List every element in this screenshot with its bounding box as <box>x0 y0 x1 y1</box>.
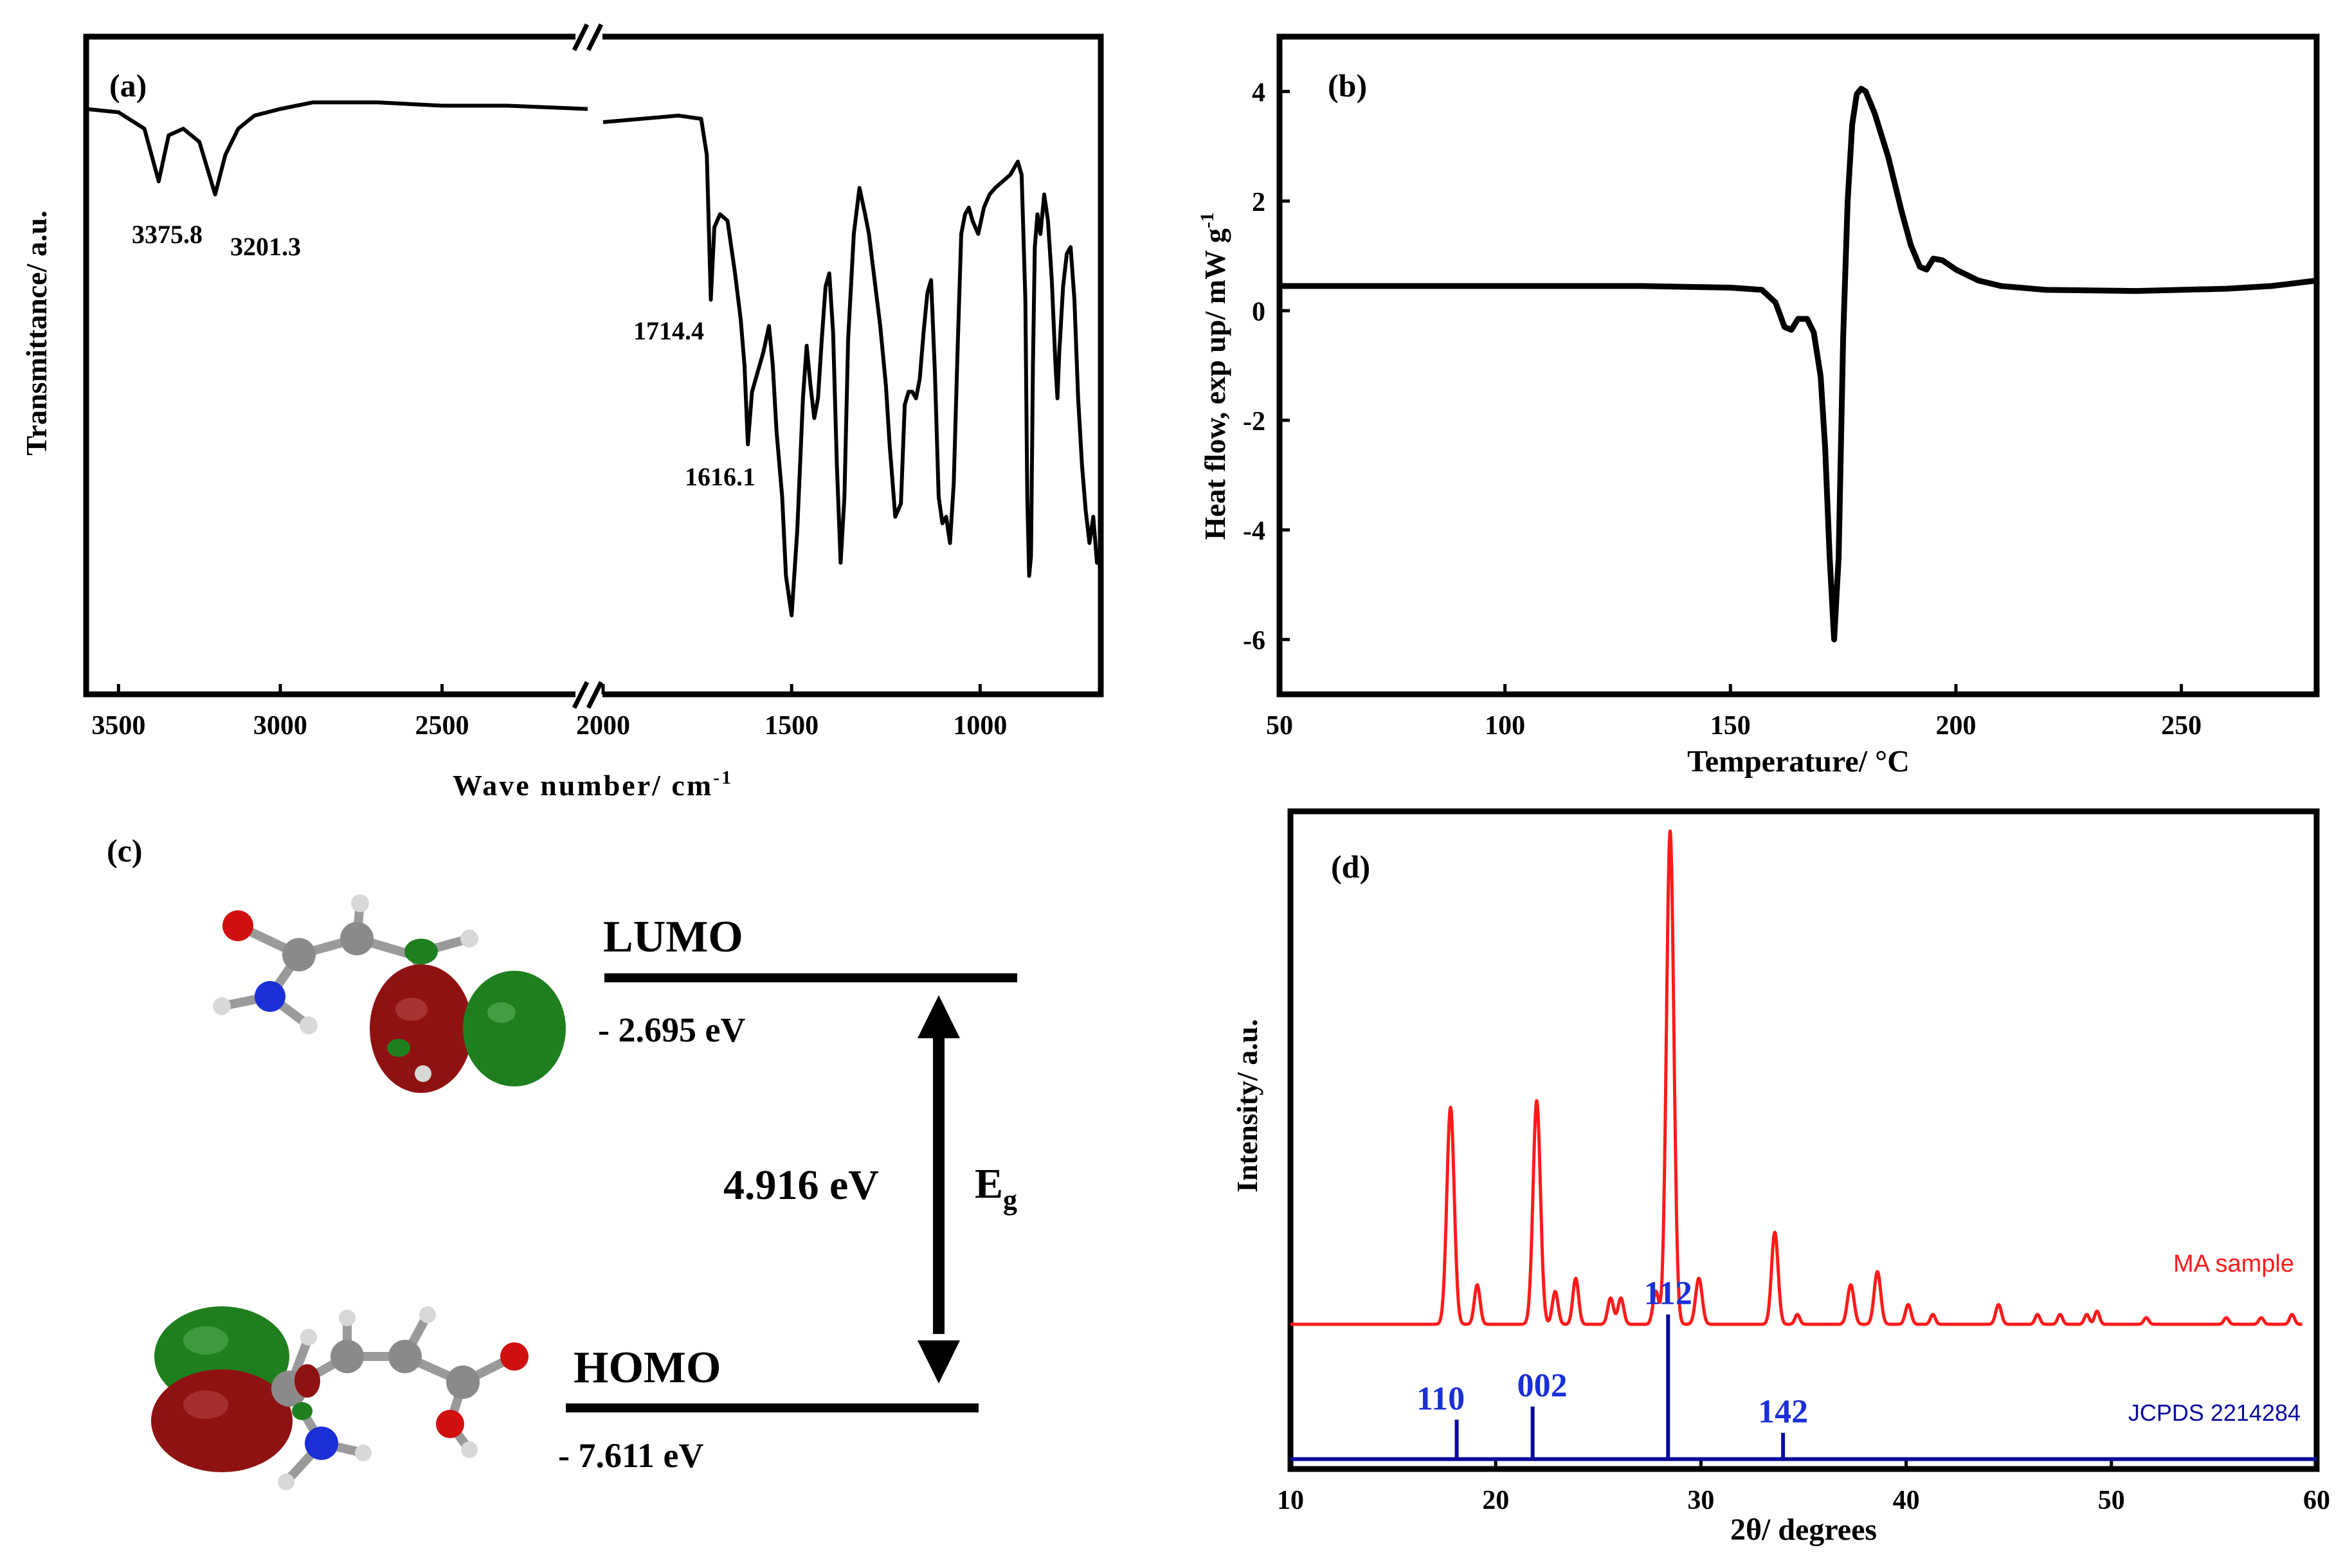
panel-c-label: (c) <box>107 833 143 869</box>
panel-a-x-tick-label: 1500 <box>764 711 819 741</box>
panel-b-x-tick-label: 50 <box>1266 711 1293 741</box>
panel-d-reference-stick-label: 002 <box>1517 1367 1568 1404</box>
panel-a-ftir: 3500 3000 2500 2000 1500 1000 (a) 3375.8 3201… <box>20 23 1104 802</box>
panel-a-x-tick-label: 2000 <box>576 711 630 741</box>
panel-d-x-tick-label: 40 <box>1893 1486 1920 1515</box>
panel-d-x-tick-label: 30 <box>1687 1486 1714 1515</box>
panel-d-sample-line <box>1289 829 2304 1326</box>
panel-a-peak-label: 1714.4 <box>633 316 704 345</box>
homo-molecule-image <box>151 1306 529 1490</box>
energy-gap-value: 4.916 eV <box>723 1162 879 1209</box>
panel-b-y-tick-label: -2 <box>1243 407 1265 437</box>
panel-b-label: (b) <box>1328 68 1367 104</box>
panel-d-reference-sticks: 110 002 112 142 <box>1290 1275 2317 1461</box>
panel-b-y-tick-label: 2 <box>1252 188 1265 217</box>
panel-a-x-ticks: 3500 3000 2500 2000 1500 1000 <box>91 684 1007 741</box>
panel-a-y-axis-label: Transmittance/ a.u. <box>20 210 53 455</box>
panel-a-peak-label: 1616.1 <box>685 462 755 491</box>
panel-d-series-label-sample: MA sample <box>2173 1250 2294 1277</box>
panel-c-orbitals: (c) <box>107 833 1017 1490</box>
panel-a-peak-label: 3375.8 <box>132 220 203 249</box>
panel-d-frame <box>1287 808 2320 1472</box>
panel-d-x-tick-label: 50 <box>2098 1486 2125 1515</box>
lumo-energy: - 2.695 eV <box>598 1011 745 1049</box>
panel-b-x-tick-label: 250 <box>2161 711 2202 741</box>
panel-d-y-axis-label: Intensity/ a.u. <box>1231 1019 1263 1193</box>
panel-b-y-tick-label: -6 <box>1243 626 1265 656</box>
panel-b-dsc: 50 100 150 200 250 -6 -4 -2 0 2 4 (b) Temperature/… <box>1197 33 2320 779</box>
panel-d-label: (d) <box>1331 849 1370 885</box>
panel-a-spectrum <box>86 100 1101 618</box>
panel-d-x-tick-label: 10 <box>1277 1486 1304 1515</box>
panel-d-x-tick-label: 60 <box>2303 1486 2330 1515</box>
panel-b-y-tick-label: -4 <box>1243 516 1265 546</box>
panel-b-y-axis-label: Heat flow, exp up/ mW g-1 <box>1197 212 1231 540</box>
panel-d-reference-stick-label: 142 <box>1758 1394 1808 1430</box>
panel-a-x-axis-label: Wave number/ cm-1 <box>453 767 733 802</box>
panel-d-x-tick-label: 20 <box>1482 1486 1509 1515</box>
homo-label: HOMO <box>574 1343 721 1392</box>
panel-d-reference-stick-label: 110 <box>1416 1380 1465 1417</box>
panel-a-spectrum-line <box>602 113 1101 618</box>
energy-gap-arrow <box>918 995 960 1383</box>
panel-b-curve <box>1276 86 2320 643</box>
panel-d-reference-stick-label: 112 <box>1644 1275 1692 1312</box>
panel-b-dsc-line <box>1276 86 2320 643</box>
panel-a-x-tick-label: 3500 <box>91 711 145 741</box>
lumo-molecule-image <box>213 894 566 1093</box>
panel-a-x-tick-label: 3000 <box>253 711 307 741</box>
panel-d-x-ticks: 10 20 30 40 50 60 <box>1277 1459 2330 1515</box>
panel-a-x-tick-label: 2500 <box>415 711 469 741</box>
panel-b-x-tick-label: 200 <box>1935 711 1976 741</box>
panel-b-x-tick-label: 100 <box>1485 711 1525 741</box>
panel-a-label: (a) <box>109 68 147 104</box>
panel-b-frame <box>1276 33 2320 698</box>
panel-a-peak-label: 3201.3 <box>230 232 301 261</box>
lumo-label: LUMO <box>603 912 743 962</box>
panel-d-series-label-reference: JCPDS 2214284 <box>2128 1400 2301 1426</box>
panel-b-y-tick-label: 0 <box>1252 297 1265 327</box>
panel-a-spectrum-line <box>86 100 588 197</box>
panel-d-x-axis-label: 2θ/ degrees <box>1730 1513 1877 1547</box>
panel-b-y-tick-label: 4 <box>1252 78 1265 107</box>
panel-b-x-tick-label: 150 <box>1710 711 1751 741</box>
homo-energy: - 7.611 eV <box>558 1436 703 1475</box>
panel-b-x-axis-label: Temperature/ °C <box>1687 744 1910 779</box>
panel-a-x-tick-label: 1000 <box>953 711 1007 741</box>
panel-d-xrd-pattern <box>1289 829 2304 1326</box>
panel-b-ticks: 50 100 150 200 250 -6 -4 -2 0 2 4 <box>1243 78 2202 741</box>
panel-a-axis-break <box>572 23 604 709</box>
energy-gap-symbol: Eg <box>975 1160 1017 1216</box>
